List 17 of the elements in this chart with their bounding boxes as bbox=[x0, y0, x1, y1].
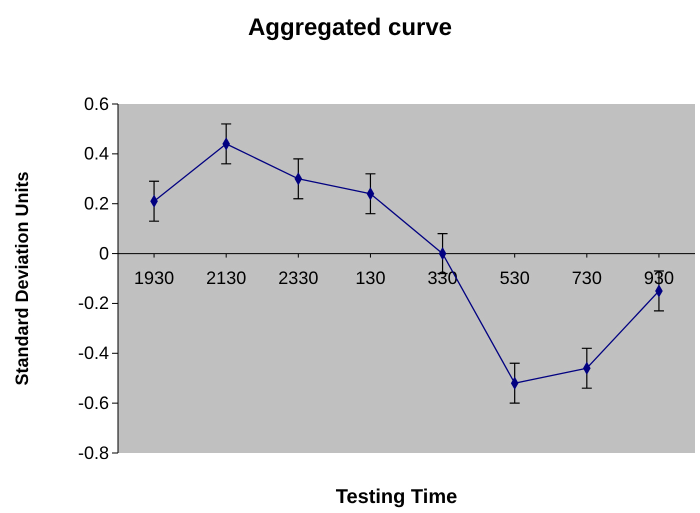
x-tick-label: 2130 bbox=[206, 268, 246, 288]
y-tick-label: -0.8 bbox=[78, 442, 109, 463]
x-tick-label: 130 bbox=[355, 268, 386, 288]
y-tick-label: 0 bbox=[98, 243, 109, 264]
y-tick-label: -0.2 bbox=[78, 293, 109, 314]
x-tick-label: 530 bbox=[500, 268, 530, 288]
x-tick-label: 730 bbox=[572, 268, 602, 288]
y-tick-label: 0.6 bbox=[84, 94, 109, 114]
x-tick-label: 1930 bbox=[134, 268, 174, 288]
y-tick-label: 0.2 bbox=[84, 193, 109, 214]
x-axis-title: Testing Time bbox=[336, 486, 458, 508]
y-tick-label: 0.4 bbox=[84, 144, 109, 164]
y-axis-title: Standard Deviation Units bbox=[12, 171, 32, 386]
chart-title: Aggregated curve bbox=[248, 14, 452, 41]
y-tick-label: -0.6 bbox=[78, 392, 109, 413]
y-tick-label: -0.4 bbox=[78, 343, 109, 364]
x-tick-label: 2330 bbox=[278, 268, 318, 288]
